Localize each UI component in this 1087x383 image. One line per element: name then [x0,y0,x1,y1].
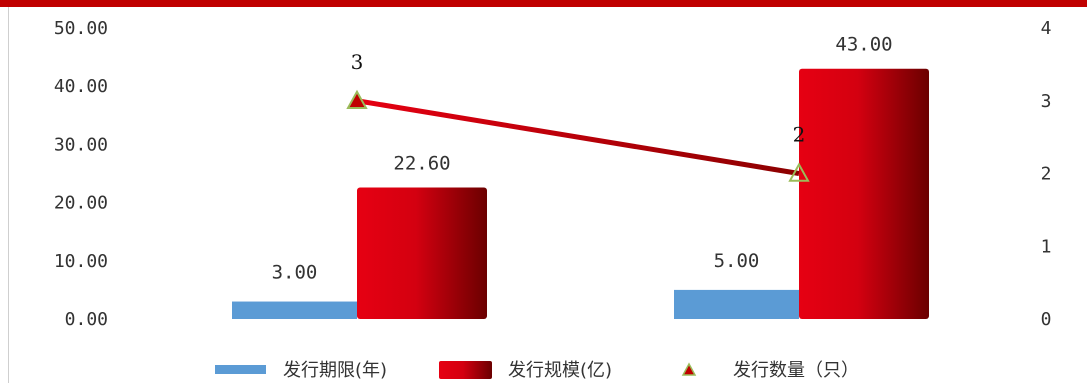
bar-period-label: 3.00 [272,262,318,284]
bar-scale-label: 43.00 [835,34,892,56]
legend-label-count: 发行数量（只） [733,360,859,381]
bar-scale [799,68,929,320]
line-series [346,89,810,182]
legend-label-period: 发行期限(年) [283,360,387,381]
count-marker [346,89,368,109]
right-axis-tick-label: 3 [1041,91,1052,112]
legend-swatch-count-marker [681,362,697,376]
left-axis-tick-label: 0.00 [65,309,108,330]
left-axis-tick-label: 50.00 [54,18,108,39]
bar-scale-label: 22.60 [393,152,450,174]
bar-period-label: 5.00 [714,250,760,272]
count-line [356,98,800,176]
bar-scale [357,187,487,319]
count-label: 3 [351,50,364,74]
left-axis-tick-label: 10.00 [54,251,108,272]
data-labels: 3.00 22.60 5.00 43.00 3 2 [272,34,893,284]
count-marker [788,162,810,182]
legend-label-scale: 发行规模(亿) [508,360,612,381]
right-axis-tick-label: 1 [1041,236,1052,257]
top-band [0,0,1087,7]
bar-series [232,68,929,320]
right-axis: 0 1 2 3 4 [1041,18,1052,330]
left-axis-tick-label: 30.00 [54,134,108,155]
legend: 发行期限(年) 发行规模(亿) 发行数量（只） [215,360,859,381]
count-label: 2 [793,123,806,147]
right-axis-tick-label: 0 [1041,309,1052,330]
right-axis-tick-label: 4 [1041,18,1052,39]
left-axis-tick-label: 40.00 [54,76,108,97]
legend-swatch-scale [439,361,492,379]
left-axis: 0.00 10.00 20.00 30.00 40.00 50.00 [54,18,108,330]
legend-swatch-period [215,365,266,374]
right-axis-tick-label: 2 [1041,164,1052,185]
bar-period [232,301,357,319]
bar-period [674,289,799,319]
left-axis-tick-label: 20.00 [54,193,108,214]
